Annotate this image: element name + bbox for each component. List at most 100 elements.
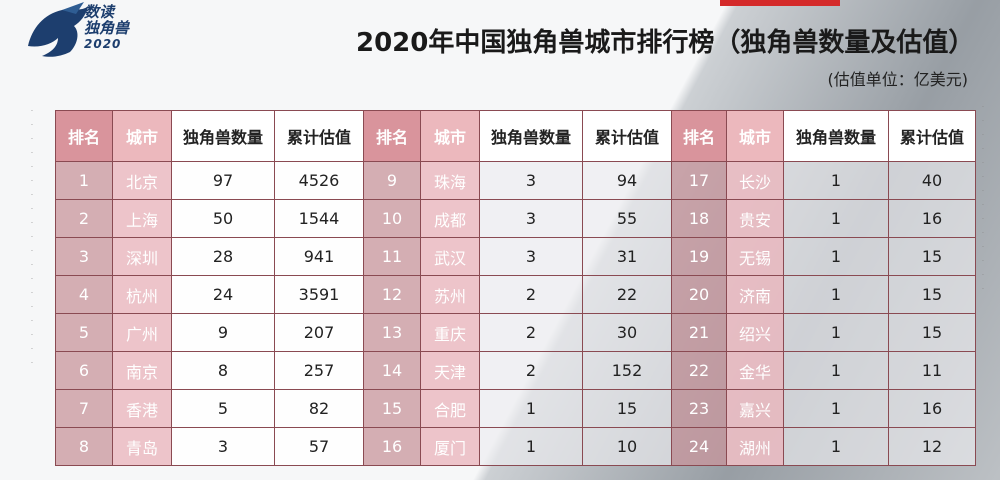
cell-valuation: 94 [582, 161, 672, 200]
cell-count: 24 [171, 275, 275, 314]
cell-valuation: 12 [888, 427, 976, 466]
cell-count: 2 [479, 351, 583, 390]
cell-valuation: 30 [582, 313, 672, 352]
table-row: 8 青岛 3 57 16 厦门 1 10 24 湖州 1 12 [55, 427, 976, 466]
cell-city: 北京 [112, 161, 172, 200]
table-row: 5 广州 9 207 13 重庆 2 30 21 绍兴 1 15 [55, 313, 976, 352]
cell-rank: 23 [671, 389, 727, 428]
top-accent-bar [720, 0, 840, 6]
cell-rank: 15 [363, 389, 421, 428]
cell-rank: 17 [671, 161, 727, 200]
cell-valuation: 10 [582, 427, 672, 466]
cell-count: 3 [479, 237, 583, 276]
table-row: 6 南京 8 257 14 天津 2 152 22 金华 1 11 [55, 351, 976, 390]
cell-rank: 20 [671, 275, 727, 314]
cell-count: 8 [171, 351, 275, 390]
header-valuation: 累计估值 [274, 110, 364, 162]
cell-city: 青岛 [112, 427, 172, 466]
cell-city: 济南 [726, 275, 784, 314]
side-decoration-left: · · · · · · · · · · · · · · · · · · · [30, 107, 34, 367]
cell-count: 1 [479, 427, 583, 466]
cell-valuation: 15 [888, 313, 976, 352]
cell-city: 成都 [420, 199, 480, 238]
cell-rank: 16 [363, 427, 421, 466]
cell-rank: 1 [55, 161, 113, 200]
header-rank: 排名 [671, 110, 727, 162]
ranking-table: 排名 城市 独角兽数量 累计估值 排名 城市 独角兽数量 累计估值 排名 城市 … [55, 110, 976, 466]
cell-count: 9 [171, 313, 275, 352]
cell-valuation: 4526 [274, 161, 364, 200]
cell-valuation: 152 [582, 351, 672, 390]
header-rank: 排名 [55, 110, 113, 162]
cell-rank: 21 [671, 313, 727, 352]
cell-count: 5 [171, 389, 275, 428]
cell-valuation: 1544 [274, 199, 364, 238]
cell-valuation: 57 [274, 427, 364, 466]
cell-count: 1 [783, 199, 889, 238]
header-city: 城市 [726, 110, 784, 162]
cell-city: 贵安 [726, 199, 784, 238]
cell-valuation: 207 [274, 313, 364, 352]
table-row: 1 北京 97 4526 9 珠海 3 94 17 长沙 1 40 [55, 161, 976, 200]
table-row: 4 杭州 24 3591 12 苏州 2 22 20 济南 1 15 [55, 275, 976, 314]
header-city: 城市 [420, 110, 480, 162]
logo-line-3: 2020 [84, 37, 122, 51]
table-row: 2 上海 50 1544 10 成都 3 55 18 贵安 1 16 [55, 199, 976, 238]
cell-rank: 3 [55, 237, 113, 276]
cell-city: 珠海 [420, 161, 480, 200]
cell-count: 1 [783, 161, 889, 200]
cell-count: 1 [783, 427, 889, 466]
cell-city: 杭州 [112, 275, 172, 314]
cell-city: 金华 [726, 351, 784, 390]
cell-rank: 5 [55, 313, 113, 352]
cell-valuation: 40 [888, 161, 976, 200]
cell-city: 无锡 [726, 237, 784, 276]
cell-rank: 18 [671, 199, 727, 238]
cell-valuation: 22 [582, 275, 672, 314]
cell-valuation: 3591 [274, 275, 364, 314]
table-row: 3 深圳 28 941 11 武汉 3 31 19 无锡 1 15 [55, 237, 976, 276]
header-count: 独角兽数量 [171, 110, 275, 162]
header-count: 独角兽数量 [479, 110, 583, 162]
logo-text: 数读 独角兽 2020 [84, 4, 129, 52]
cell-valuation: 16 [888, 199, 976, 238]
cell-count: 3 [479, 199, 583, 238]
unicorn-logo-icon [28, 2, 88, 57]
unit-note: (估值单位：亿美元) [827, 70, 969, 89]
cell-city: 嘉兴 [726, 389, 784, 428]
cell-rank: 6 [55, 351, 113, 390]
cell-rank: 4 [55, 275, 113, 314]
side-decoration-right: · · · · · · · · · · · · · · [981, 103, 985, 293]
cell-valuation: 15 [582, 389, 672, 428]
cell-count: 1 [783, 313, 889, 352]
cell-city: 武汉 [420, 237, 480, 276]
cell-city: 苏州 [420, 275, 480, 314]
cell-rank: 8 [55, 427, 113, 466]
cell-rank: 13 [363, 313, 421, 352]
page-title: 2020年中国独角兽城市排行榜（独角兽数量及估值） [356, 28, 975, 58]
cell-rank: 7 [55, 389, 113, 428]
cell-valuation: 941 [274, 237, 364, 276]
cell-rank: 2 [55, 199, 113, 238]
cell-city: 上海 [112, 199, 172, 238]
cell-rank: 9 [363, 161, 421, 200]
header-count: 独角兽数量 [783, 110, 889, 162]
cell-rank: 22 [671, 351, 727, 390]
cell-count: 3 [171, 427, 275, 466]
cell-count: 1 [783, 351, 889, 390]
cell-count: 1 [783, 237, 889, 276]
header-valuation: 累计估值 [888, 110, 976, 162]
cell-count: 1 [479, 389, 583, 428]
table-row: 7 香港 5 82 15 合肥 1 15 23 嘉兴 1 16 [55, 389, 976, 428]
header-valuation: 累计估值 [582, 110, 672, 162]
cell-count: 50 [171, 199, 275, 238]
cell-city: 长沙 [726, 161, 784, 200]
cell-count: 2 [479, 275, 583, 314]
header-city: 城市 [112, 110, 172, 162]
cell-count: 3 [479, 161, 583, 200]
cell-valuation: 16 [888, 389, 976, 428]
cell-city: 厦门 [420, 427, 480, 466]
cell-valuation: 31 [582, 237, 672, 276]
cell-rank: 14 [363, 351, 421, 390]
cell-city: 香港 [112, 389, 172, 428]
